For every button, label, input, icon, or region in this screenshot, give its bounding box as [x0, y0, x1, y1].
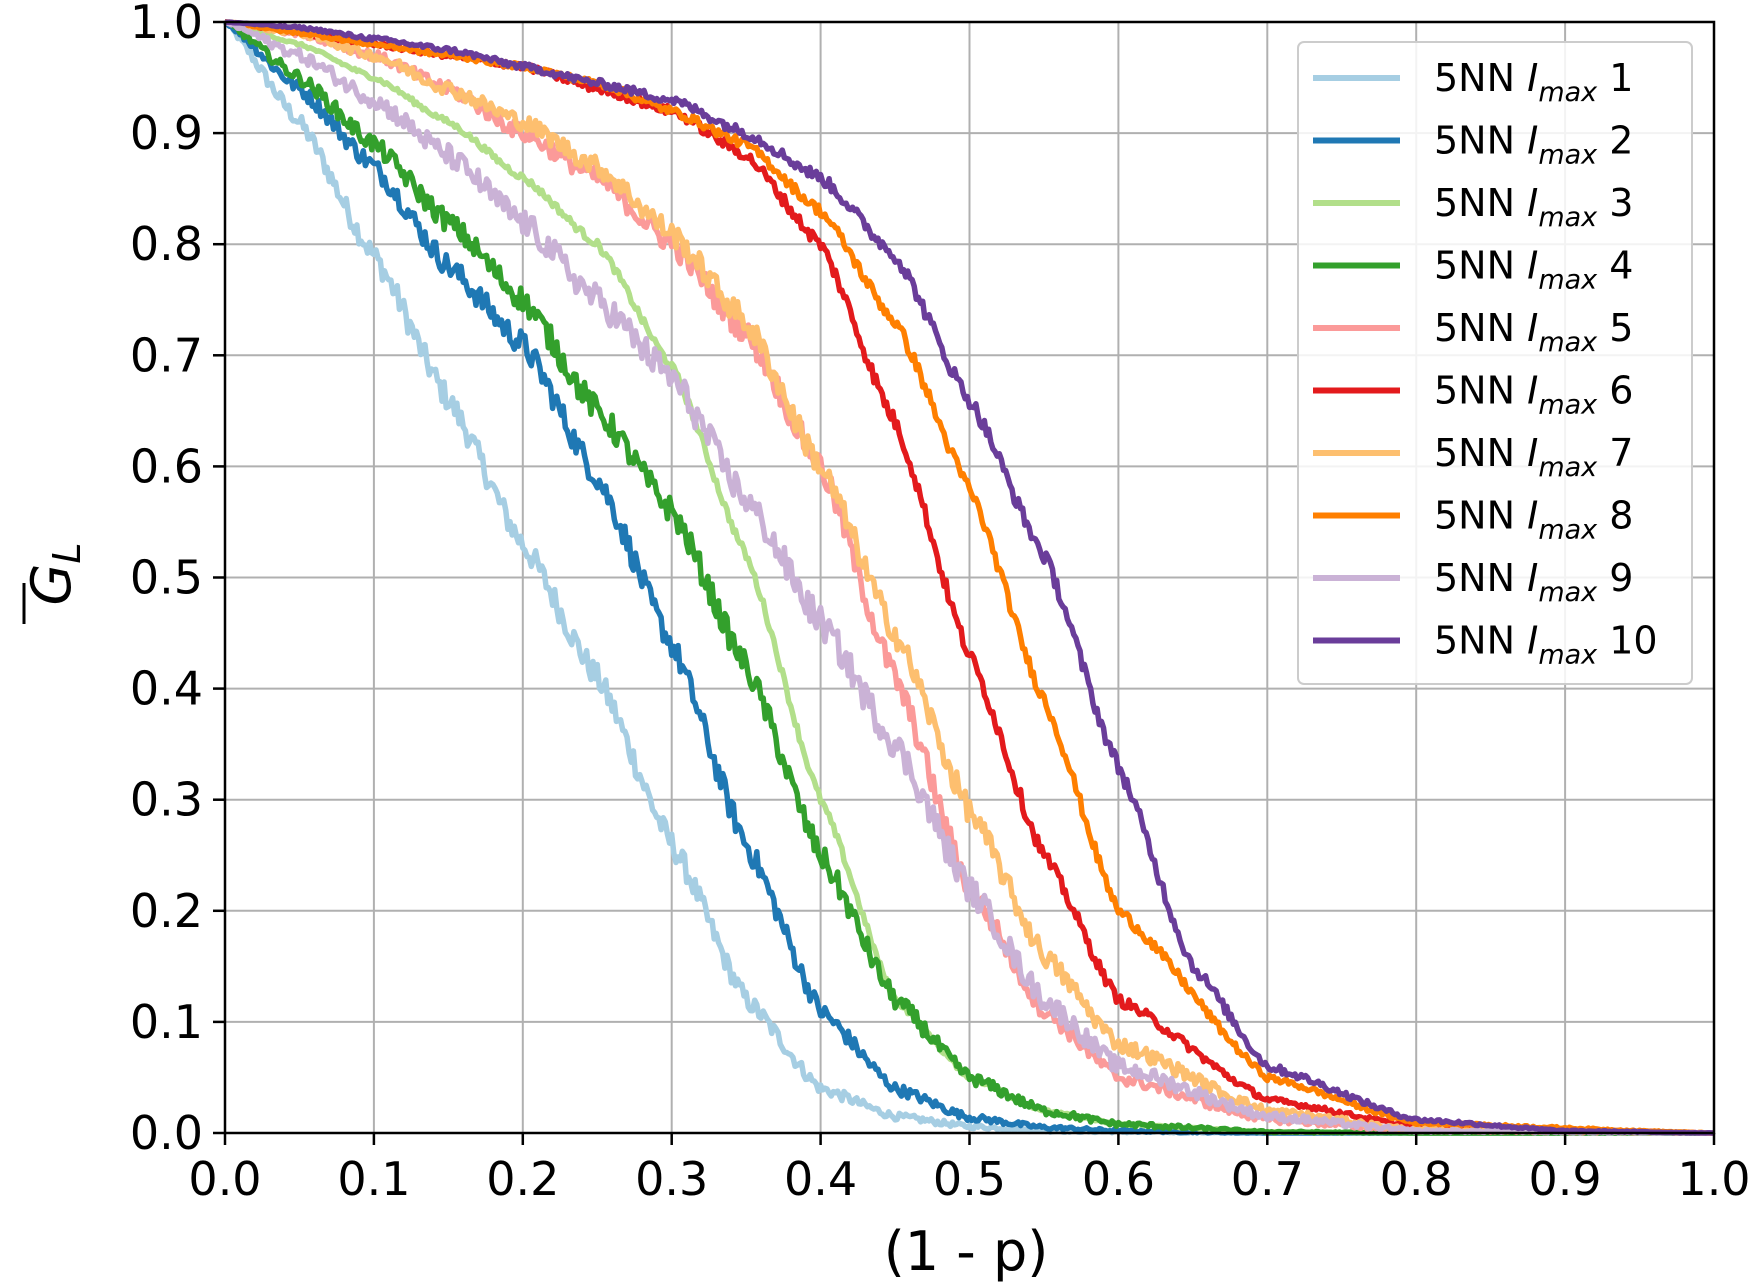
x-tick-label: 0.5	[933, 1152, 1006, 1206]
x-tick-label: 0.6	[1082, 1152, 1155, 1206]
legend-label-var: I	[1527, 306, 1538, 350]
x-tick-label: 1.0	[1677, 1152, 1750, 1206]
legend-label: 5NN Imax 1	[1434, 56, 1633, 108]
legend-label-num: 4	[1597, 244, 1633, 288]
y-axis-label-main: G	[20, 564, 83, 606]
y-tick-label: 0.4	[130, 662, 203, 716]
legend-label-sub: max	[1538, 77, 1598, 108]
legend-label: 5NN Imax 6	[1434, 369, 1633, 421]
legend-label-num: 6	[1597, 369, 1633, 413]
y-tick-label: 0.6	[130, 439, 203, 493]
legend-label-prefix: 5NN	[1434, 619, 1527, 663]
x-tick-label: 0.9	[1529, 1152, 1602, 1206]
legend-label-var: I	[1527, 494, 1538, 538]
legend-label-prefix: 5NN	[1434, 244, 1527, 288]
legend-label-var: I	[1527, 119, 1538, 163]
x-tick-label: 0.0	[188, 1152, 261, 1206]
y-tick-label: 0.8	[130, 217, 203, 271]
legend-label-var: I	[1527, 244, 1538, 288]
legend-label-num: 5	[1597, 306, 1633, 350]
y-axis-label-text: GL	[20, 542, 89, 605]
legend-label-num: 10	[1597, 619, 1657, 663]
legend-label: 5NN Imax 5	[1434, 306, 1633, 358]
y-tick-label: 0.3	[130, 773, 203, 827]
x-tick-label: 0.7	[1231, 1152, 1304, 1206]
legend-label-sub: max	[1538, 515, 1598, 546]
legend-label: 5NN Imax 9	[1434, 556, 1633, 608]
legend-label-num: 3	[1597, 181, 1633, 225]
y-axis-label: GL	[20, 542, 89, 624]
legend-label-prefix: 5NN	[1434, 369, 1527, 413]
legend-label-num: 8	[1597, 494, 1633, 538]
legend-label-prefix: 5NN	[1434, 119, 1527, 163]
y-tick-label: 0.7	[130, 328, 203, 382]
x-tick-label: 0.4	[784, 1152, 857, 1206]
legend-label-sub: max	[1538, 265, 1598, 296]
axis-ticks: 0.0 0.1 0.2 0.3 0.4 0.5 0.6 0.7 0.8 0.9 1.0 0.0 0.1 0…	[130, 0, 1751, 1206]
x-tick-label: 0.2	[486, 1152, 559, 1206]
x-tick-label: 0.3	[635, 1152, 708, 1206]
y-tick-label: 0.1	[130, 995, 203, 1049]
legend-label-prefix: 5NN	[1434, 431, 1527, 475]
legend-label: 5NN Imax 2	[1434, 119, 1633, 171]
legend-label-num: 9	[1597, 556, 1633, 600]
legend-label-prefix: 5NN	[1434, 306, 1527, 350]
legend-label-sub: max	[1538, 390, 1598, 421]
legend-label-var: I	[1527, 619, 1538, 663]
legend-label-var: I	[1527, 181, 1538, 225]
legend-label-sub: max	[1538, 327, 1598, 358]
legend-label: 5NN Imax 7	[1434, 431, 1633, 483]
legend-label: 5NN Imax 8	[1434, 494, 1633, 546]
legend-label-var: I	[1527, 369, 1538, 413]
series-line	[224, 19, 1715, 1136]
legend-label-sub: max	[1538, 140, 1598, 171]
y-tick-label: 0.9	[130, 106, 203, 160]
legend-label-sub: max	[1538, 577, 1598, 608]
legend-label-sub: max	[1538, 202, 1598, 233]
y-tick-label: 0.5	[130, 551, 203, 605]
legend-label-var: I	[1527, 431, 1538, 475]
y-tick-label: 0.0	[130, 1106, 203, 1160]
legend-label: 5NN Imax 4	[1434, 244, 1633, 296]
legend-label-prefix: 5NN	[1434, 56, 1527, 100]
legend-label-num: 7	[1597, 431, 1633, 475]
legend-label-sub: max	[1538, 452, 1598, 483]
y-tick-label: 1.0	[130, 0, 203, 49]
x-tick-label: 0.8	[1380, 1152, 1453, 1206]
y-tick-label: 0.2	[130, 884, 203, 938]
legend-label: 5NN Imax 10	[1434, 619, 1658, 671]
legend-label-prefix: 5NN	[1434, 181, 1527, 225]
legend-label-prefix: 5NN	[1434, 494, 1527, 538]
legend-label-prefix: 5NN	[1434, 556, 1527, 600]
legend-label-var: I	[1527, 56, 1538, 100]
legend-label-var: I	[1527, 556, 1538, 600]
legend-label-sub: max	[1538, 640, 1598, 671]
legend-label-num: 2	[1597, 119, 1633, 163]
x-axis-label: (1 - p)	[884, 1220, 1049, 1283]
y-axis-label-sub: L	[45, 542, 89, 563]
legend-label-num: 1	[1597, 56, 1633, 100]
x-tick-label: 0.1	[337, 1152, 410, 1206]
legend-label: 5NN Imax 3	[1434, 181, 1633, 233]
